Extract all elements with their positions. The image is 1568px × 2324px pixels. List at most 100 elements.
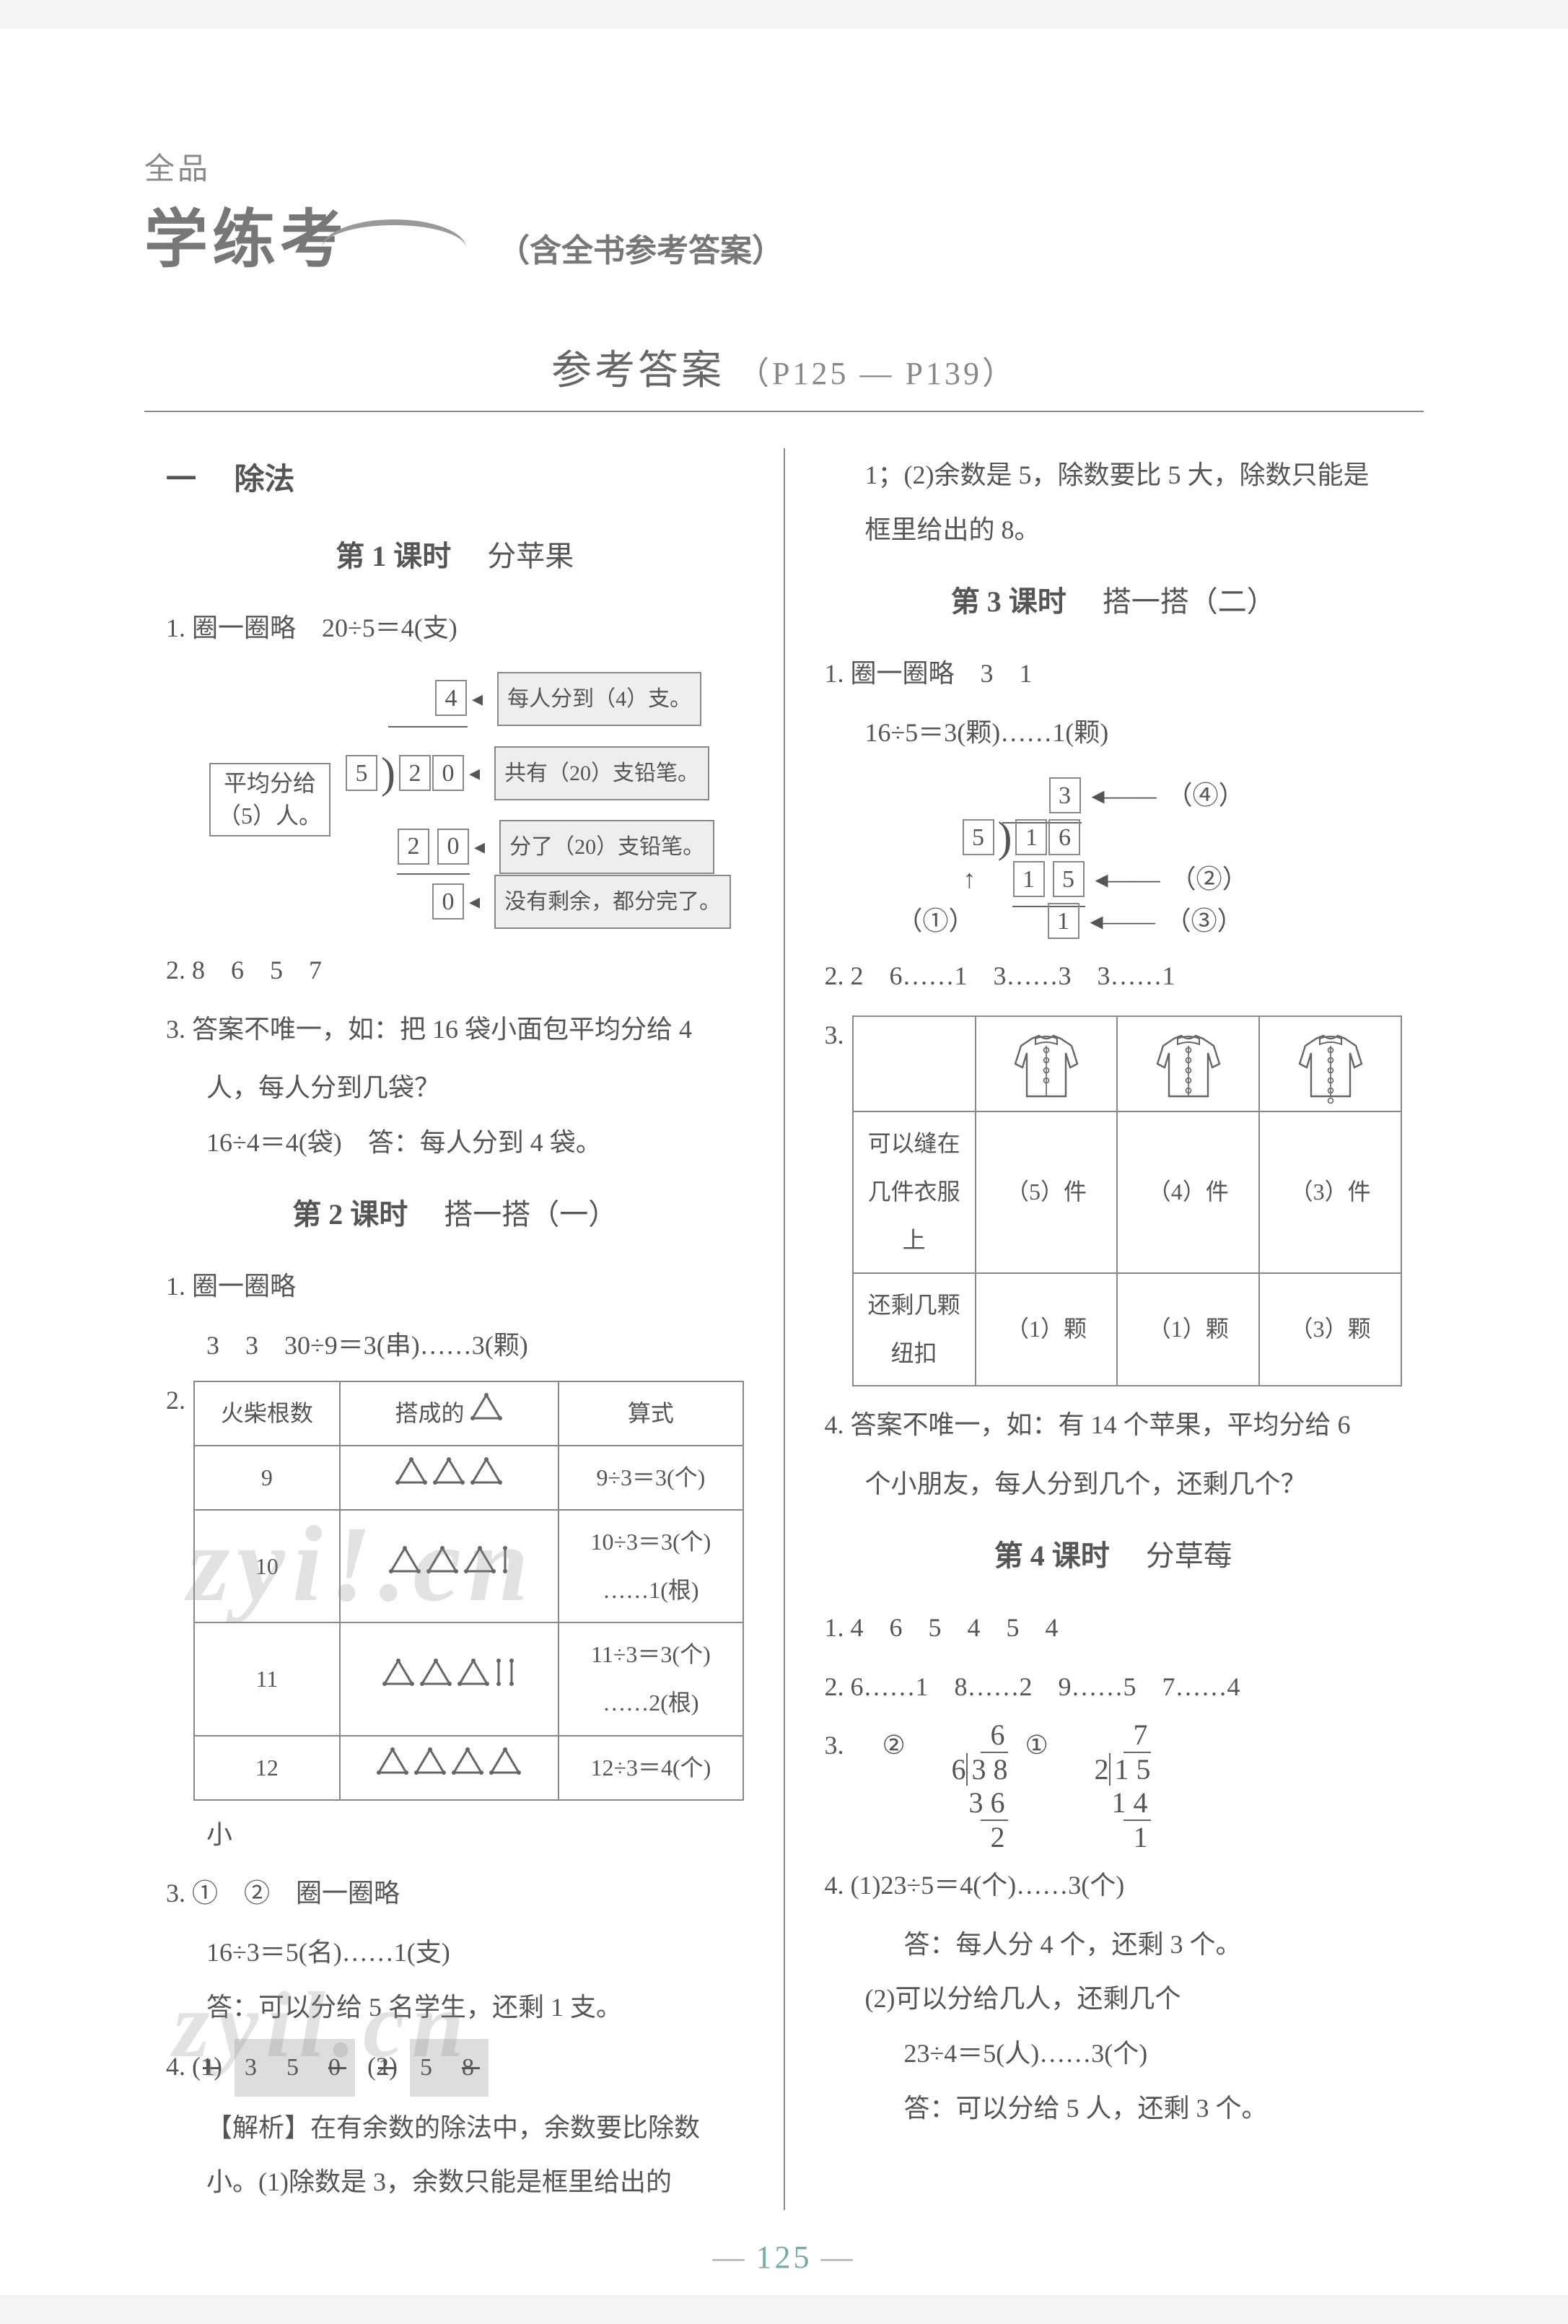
longdiv-a: 6 63 8 3 6 2 (981, 1718, 1008, 1854)
logo-brand-main: 学练考 (144, 188, 348, 280)
lesson-3-label: 第 3 课时 (951, 585, 1066, 618)
l4-q4-l4: 23÷4＝5(人)……3(个) (825, 2027, 1403, 2081)
d2-divisor: 5 (963, 819, 994, 855)
ld-a-dividend: 3 8 (966, 1753, 1008, 1786)
shirt-r2-c1: （1）颗 (1117, 1273, 1259, 1386)
expr-cell: 12÷3＝4(个) (559, 1736, 743, 1800)
divisor-box: 5 (346, 755, 377, 791)
answer-key-title: 参考答案 (551, 349, 724, 393)
triangle-icon (470, 1392, 503, 1421)
logo-subtitle: （含全书参考答案） (498, 233, 784, 268)
table-header-row: 火柴根数 搭成的 算式 (194, 1381, 743, 1446)
shaded-option-1: 1 3 5 0 (235, 2039, 355, 2096)
d2-sub2: 5 (1053, 861, 1085, 897)
shirt-row1-label: 可以缝在几件衣服上 (853, 1111, 976, 1273)
shirt-icon (1145, 1024, 1232, 1104)
triangle-cell (340, 1510, 559, 1622)
division-body: 4 ◂ 每人分到（4）支。 5 ) 2 0 ◂ 共有（20）支铅笔。 (345, 670, 731, 929)
arrow-icon: ◂ (468, 676, 487, 722)
ld-b-divisor: 2 (1095, 1753, 1109, 1786)
ld-a-divisor: 6 (952, 1753, 966, 1786)
lesson-2-heading: 第 2 课时 搭一搭（一） (166, 1184, 744, 1245)
ld-a-sub: 3 6 (981, 1786, 1008, 1821)
expr-cell: 10÷3＝3(个)……1(根) (559, 1510, 743, 1622)
l2-q4-analysis-l2: 小。(1)除数是 3，余数只能是框里给出的 (166, 2155, 744, 2210)
l3-q4-l2: 个小朋友，每人分到几个，还剩几个？ (825, 1457, 1403, 1512)
arrow-icon: ◂—— (1082, 769, 1167, 824)
triangle-cell (340, 1622, 559, 1735)
right-column: 1；(2)余数是 5，除数要比 5 大，除数只能是 框里给出的 8。 第 3 课… (785, 448, 1424, 2210)
table-row: 1111÷3＝3(个)……2(根) (194, 1622, 743, 1735)
section-title: 参考答案 （P125 — P139） (144, 338, 1424, 396)
l4-q4-l1: 4. (1)23÷5＝4(个)……3(个) (825, 1858, 1403, 1913)
ld-a-quot: 6 (981, 1718, 1008, 1753)
col-h1: 火柴根数 (194, 1381, 340, 1446)
lesson-1-title: 分苹果 (487, 540, 574, 572)
shirt-row-images (853, 1016, 1401, 1111)
division-diagram-1: 平均分给 （5）人。 4 ◂ 每人分到（4）支。 5 ) (209, 670, 744, 929)
annot-sub: 分了（20）支铅笔。 (499, 820, 714, 874)
ld-b-quot: 7 (1124, 1718, 1151, 1753)
d2-ann-rem: （③） (1165, 894, 1243, 949)
shirt-row2-label: 还剩几颗纽扣 (853, 1273, 976, 1386)
page-range: （P125 — P139） (737, 356, 1017, 391)
col-h2: 搭成的 (340, 1381, 559, 1446)
sub-tens: 2 (398, 829, 429, 865)
two-column-layout: 一 除法 第 1 课时 分苹果 1. 圈一圈略 20÷5＝4(支) 平均分给 （… (144, 448, 1424, 2210)
annot-quotient: 每人分到（4）支。 (497, 672, 701, 726)
left-column: 一 除法 第 1 课时 分苹果 1. 圈一圈略 20÷5＝4(支) 平均分给 （… (144, 448, 785, 2210)
d2-d1: 1 (1015, 819, 1047, 855)
l4-q1: 1. 4 6 5 4 5 4 (825, 1601, 1403, 1656)
chapter-heading: 一 除法 (166, 448, 744, 512)
shirt-r2-c2: （3）颗 (1259, 1273, 1401, 1386)
expr-cell: 11÷3＝3(个)……2(根) (559, 1622, 743, 1735)
page: 全品 学练考 （含全书参考答案） 参考答案 （P125 — P139） 一 除法… (0, 29, 1568, 2295)
shirt-cell (1117, 1016, 1259, 1111)
l4-q4-l2: 答：每人分 4 个，还剩 3 个。 (825, 1918, 1403, 1973)
shirt-r2-c0: （1）颗 (976, 1273, 1118, 1386)
table-row: 12 12÷3＝4(个) (194, 1736, 743, 1800)
logo-area: 全品 学练考 （含全书参考答案） (144, 144, 1424, 280)
longdiv-b: 7 21 5 1 4 1 (1124, 1718, 1151, 1854)
match-count: 10 (194, 1510, 340, 1622)
dividend-ones: 0 (432, 755, 464, 791)
l4-q4-l5: 答：可以分给 5 人，还剩 3 个。 (825, 2081, 1403, 2136)
shirt-row-2: 还剩几颗纽扣 （1）颗 （1）颗 （3）颗 (853, 1273, 1401, 1386)
col-h3: 算式 (559, 1381, 743, 1446)
ld-b-dividend: 1 5 (1109, 1753, 1151, 1786)
shirt-cell (976, 1016, 1118, 1111)
triangle-cell (340, 1736, 559, 1800)
division-bracket-icon: ) (378, 728, 398, 818)
d2-quot: 3 (1049, 777, 1081, 813)
d2-sub1: 1 (1013, 861, 1045, 897)
shirt-cell (1259, 1016, 1401, 1111)
l2-q3-l1: 3. ① ② 圈一圈略 (166, 1866, 744, 1921)
lesson-4-heading: 第 4 课时 分草莓 (825, 1526, 1403, 1586)
l2-q1b: 3 3 30÷9＝3(串)……3(颗) (166, 1319, 744, 1373)
l1-q3-line2: 人，每人分到几袋？ (166, 1061, 744, 1116)
remainder-box: 0 (432, 883, 464, 919)
l1-q3-line1: 3. 答案不唯一，如：把 16 袋小面包平均分给 4 (166, 1002, 744, 1057)
shirt-r1-c0: （5）件 (976, 1111, 1118, 1273)
table-row: 10 10÷3＝3(个)……1(根) (194, 1510, 743, 1622)
l2-q4: 4. (1) 1 3 5 0 (2) 1 5 8 (166, 2039, 744, 2096)
lesson-2-title: 搭一搭（一） (444, 1198, 617, 1231)
title-underline (144, 411, 1424, 412)
avg-label: 平均分给 （5）人。 (209, 763, 330, 836)
l2-q1: 1. 圈一圈略 (166, 1259, 744, 1314)
lesson-1-label: 第 1 课时 (336, 540, 451, 572)
ld-b-rem: 1 (1124, 1821, 1151, 1854)
lesson-3-title: 搭一搭（二） (1103, 585, 1276, 618)
l4-q2: 2. 6……1 8……2 9……5 7……4 (825, 1660, 1403, 1715)
lesson-4-title: 分草莓 (1146, 1539, 1232, 1572)
l1-q3-line3: 16÷4＝4(袋) 答：每人分到 4 袋。 (166, 1116, 744, 1171)
quotient-box: 4 (435, 680, 467, 716)
table-row: 99÷3＝3(个) (194, 1446, 743, 1510)
d2-rem: 1 (1048, 903, 1079, 939)
d2-ann-quot: （④） (1167, 769, 1245, 824)
l4-q4-l3: (2)可以分给几人，还剩几个 (825, 1972, 1403, 2027)
l4-q3: 3. ② 6 63 8 3 6 2 ① 7 21 5 1 4 1 (825, 1718, 1403, 1854)
lesson-2-label: 第 2 课时 (292, 1198, 408, 1231)
match-count: 12 (194, 1736, 340, 1800)
match-count: 9 (194, 1446, 340, 1510)
